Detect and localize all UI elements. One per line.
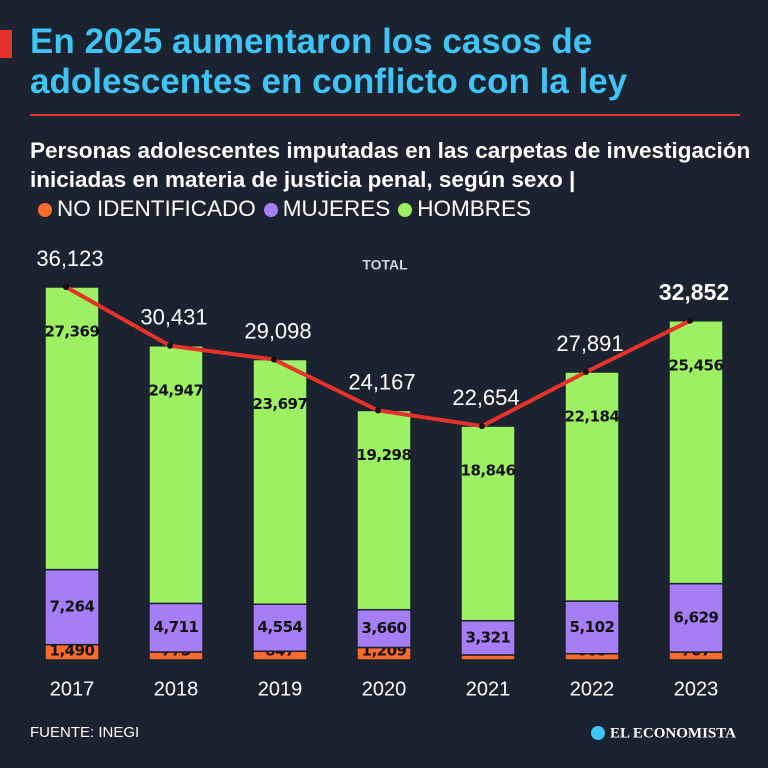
subtitle: Personas adolescentes imputadas en las c… — [30, 138, 751, 192]
total-label: 22,654 — [452, 385, 519, 410]
legend-item: MUJERES — [263, 196, 391, 221]
logo: EL ECONOMISTA — [610, 725, 736, 741]
total-point — [479, 423, 485, 430]
bar-segment — [252, 358, 308, 605]
bar-segment — [356, 409, 412, 611]
title-rule — [30, 114, 740, 116]
bar-segment — [460, 425, 516, 622]
bar-segment — [356, 608, 412, 649]
x-tick-label: 2023 — [674, 678, 719, 700]
bar-segment — [44, 286, 100, 571]
total-label: 30,431 — [140, 305, 207, 330]
data-label: 18,846 — [461, 462, 516, 480]
subtitle-block: Personas adolescentes imputadas en las c… — [30, 136, 760, 223]
data-label: 23,697 — [253, 395, 308, 413]
line-name: TOTAL — [362, 257, 408, 273]
data-label: 27,369 — [45, 323, 100, 341]
bar-segment — [148, 345, 204, 605]
accent-bar — [0, 30, 12, 58]
legend-swatch — [398, 203, 413, 217]
data-label: 1,490 — [50, 642, 95, 660]
x-tick-label: 2021 — [466, 678, 511, 700]
data-label: 3,660 — [362, 619, 407, 637]
total-point — [687, 317, 693, 324]
legend-label: NO IDENTIFICADO — [57, 196, 256, 221]
x-tick-label: 2018 — [154, 678, 199, 700]
x-tick-label: 2022 — [570, 678, 615, 700]
legend-label: HOMBRES — [417, 196, 532, 221]
source: FUENTE: INEGI — [30, 724, 139, 741]
legend: NO IDENTIFICADO MUJERES HOMBRES — [30, 196, 531, 221]
bar-segment — [564, 371, 620, 602]
total-label: 36,123 — [36, 246, 103, 271]
x-tick-label: 2017 — [50, 678, 95, 700]
data-label: 5,102 — [570, 618, 615, 636]
data-label: 6,629 — [674, 608, 719, 626]
bar-segment — [668, 582, 724, 653]
total-point — [63, 284, 69, 290]
total-label: 24,167 — [348, 369, 415, 394]
title: En 2025 aumentaron los casos de adolesce… — [30, 22, 628, 101]
x-tick-label: 2019 — [258, 678, 303, 700]
total-point — [167, 342, 173, 349]
data-label: 4,711 — [154, 618, 199, 636]
bar-segment — [564, 600, 620, 655]
data-label: 24,947 — [149, 381, 204, 399]
legend-item: HOMBRES — [398, 196, 531, 221]
data-label: 3,321 — [466, 628, 511, 646]
data-label: 22,184 — [565, 408, 620, 426]
data-label: 4,554 — [258, 618, 303, 636]
bar-segment — [252, 603, 308, 653]
legend-swatch — [38, 203, 52, 217]
total-label: 27,891 — [556, 331, 623, 356]
total-point — [375, 407, 381, 414]
bar-segment — [460, 619, 516, 656]
legend-item: NO IDENTIFICADO — [38, 196, 256, 221]
data-label: 19,298 — [357, 446, 412, 464]
logo-icon — [591, 726, 605, 740]
bar-segment — [148, 602, 204, 653]
total-point — [583, 369, 589, 376]
data-label: 25,456 — [669, 356, 724, 374]
legend-label: MUJERES — [282, 196, 391, 221]
x-tick-label: 2020 — [362, 678, 407, 700]
legend-swatch — [263, 203, 278, 217]
data-label: 7,264 — [50, 598, 95, 616]
bar-segment — [668, 320, 724, 585]
total-point — [271, 356, 277, 363]
total-label: 32,852 — [659, 279, 729, 305]
total-label: 29,098 — [244, 318, 311, 343]
